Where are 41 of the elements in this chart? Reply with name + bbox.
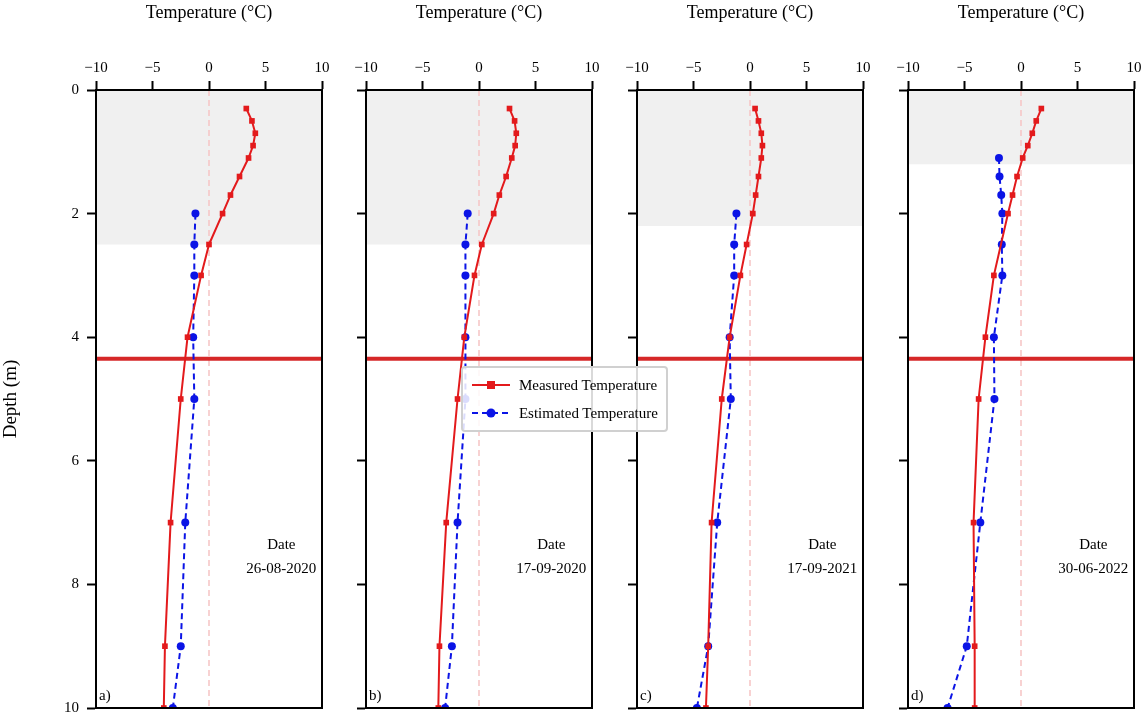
annotation: Date 17-09-2020 <box>516 535 587 576</box>
y-tick-label: 0 <box>71 80 79 97</box>
x-tick-label: 0 <box>1017 58 1025 75</box>
x-tick-label: −10 <box>625 58 649 75</box>
x-tick-label: 10 <box>584 58 600 75</box>
x-axis-title: Temperature (°C) <box>145 1 273 23</box>
annotation: Date 26-08-2020 <box>246 535 317 576</box>
y-tick-label: 6 <box>71 451 80 468</box>
x-tick-label: −5 <box>144 58 161 75</box>
x-tick-label: −5 <box>414 58 431 75</box>
y-tick-label: 4 <box>71 328 80 345</box>
x-tick-label: 0 <box>205 58 213 75</box>
legend-label: Measured Temperature <box>518 376 658 394</box>
y-axis-title: Depth (m) <box>0 359 22 439</box>
legend-label: Estimated Temperature <box>518 404 658 422</box>
x-tick-label: −10 <box>354 58 378 75</box>
x-tick-label: 10 <box>855 58 871 75</box>
y-tick-label: 2 <box>71 204 79 221</box>
annotation: Date 30-06-2022 <box>1058 535 1129 576</box>
y-tick-label: 8 <box>71 575 79 592</box>
x-tick-label: 5 <box>802 58 811 75</box>
x-axis-title: Temperature (°C) <box>957 1 1085 23</box>
x-tick-label: −5 <box>685 58 702 75</box>
x-tick-label: 0 <box>746 58 754 75</box>
y-tick-label: 10 <box>64 698 79 715</box>
x-axis-title: Temperature (°C) <box>415 1 543 23</box>
x-tick-label: 5 <box>261 58 270 75</box>
annotation: b) <box>369 687 382 705</box>
x-axis-title: Temperature (°C) <box>686 1 814 23</box>
annotation: d) <box>911 687 924 705</box>
x-tick-label: 0 <box>475 58 483 75</box>
annotation: Date 17-09-2021 <box>787 535 858 576</box>
x-tick-label: −10 <box>84 58 108 75</box>
x-tick-label: −5 <box>956 58 973 75</box>
x-tick-label: 5 <box>531 58 540 75</box>
annotation: a) <box>99 687 111 705</box>
x-tick-label: 10 <box>314 58 330 75</box>
x-tick-label: 10 <box>1126 58 1142 75</box>
annotation: c) <box>640 687 652 705</box>
x-tick-label: 5 <box>1073 58 1082 75</box>
x-tick-label: −10 <box>896 58 920 75</box>
